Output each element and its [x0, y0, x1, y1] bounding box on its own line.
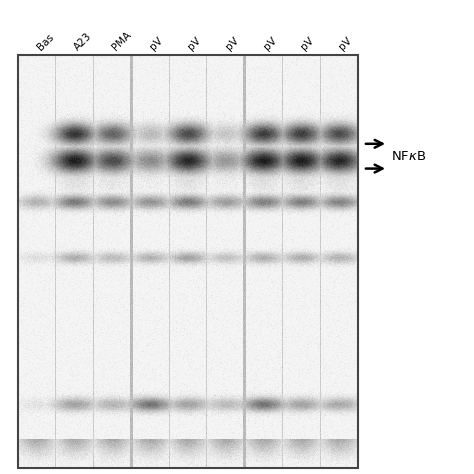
Text: PMA: PMA — [110, 29, 133, 52]
Text: NF$\kappa$B: NF$\kappa$B — [391, 150, 427, 163]
Bar — [18, 55, 358, 468]
Text: pV: pV — [337, 35, 354, 52]
Text: pV: pV — [262, 35, 278, 52]
Text: Bas: Bas — [35, 31, 55, 52]
Text: pV: pV — [186, 35, 203, 52]
Text: A23: A23 — [73, 30, 94, 52]
Text: pV: pV — [224, 35, 241, 52]
Text: pV: pV — [300, 35, 316, 52]
Text: pV: pV — [148, 35, 165, 52]
